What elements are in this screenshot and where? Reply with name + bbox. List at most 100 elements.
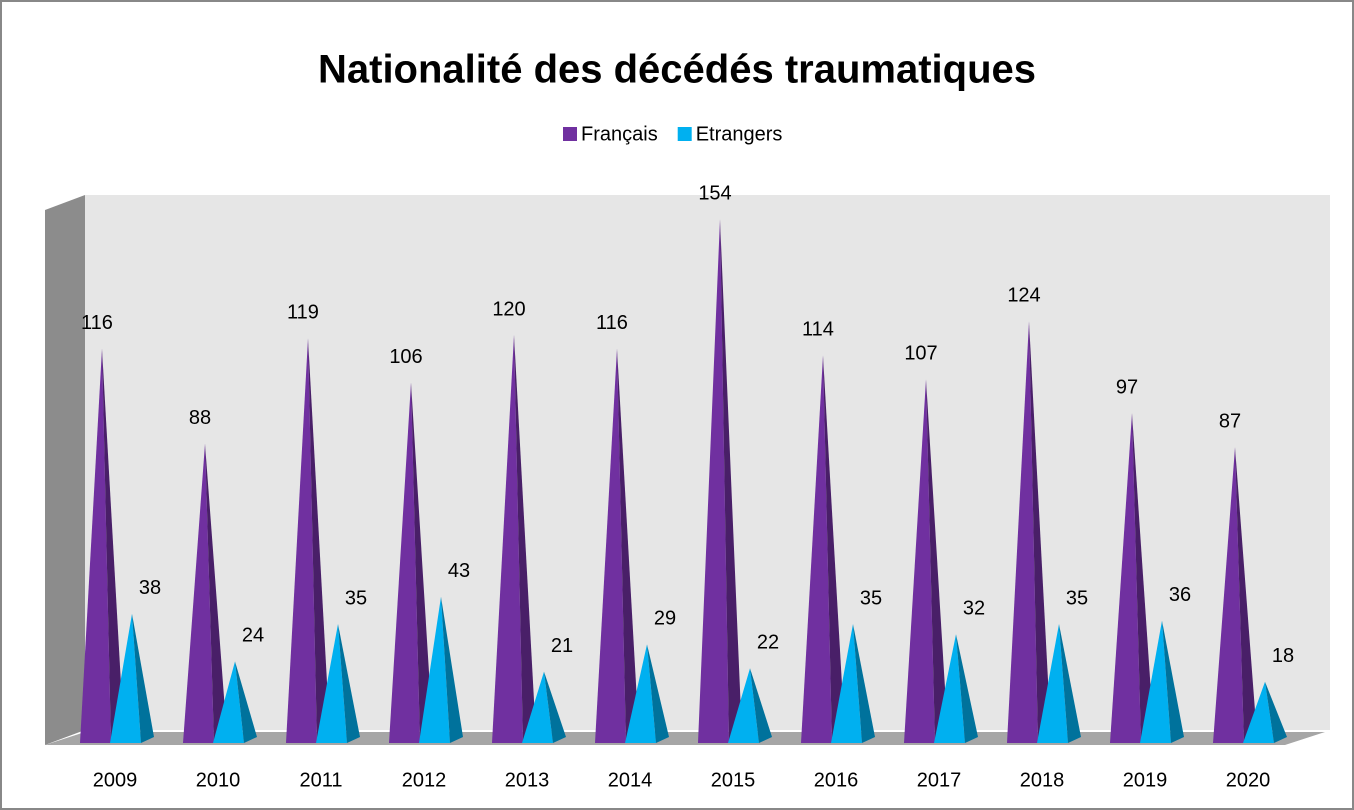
x-tick-label: 2010 <box>196 769 241 791</box>
x-tick-label: 2014 <box>608 769 653 791</box>
pyramid-front <box>492 335 523 743</box>
pyramid-side <box>132 613 154 743</box>
pyramid-front <box>110 613 141 743</box>
data-label: 124 <box>1007 285 1040 307</box>
pyramid-bar <box>316 624 360 743</box>
pyramid-bar <box>1037 624 1081 743</box>
pyramid-front <box>831 624 862 743</box>
pyramid-side <box>205 443 227 743</box>
data-label: 107 <box>904 342 937 364</box>
pyramid-front <box>801 355 832 743</box>
pyramid-front <box>183 443 214 743</box>
legend-swatch <box>563 127 577 141</box>
pyramid-side <box>853 624 875 743</box>
pyramid-front <box>934 634 965 743</box>
data-label: 97 <box>1116 376 1138 398</box>
pyramid-front <box>522 671 553 743</box>
legend-label: Etrangers <box>696 123 783 145</box>
x-tick-label: 2013 <box>505 769 550 791</box>
pyramid-bar <box>801 355 845 743</box>
pyramid-side <box>1265 681 1287 743</box>
data-label: 24 <box>242 625 264 647</box>
pyramid-side <box>441 596 463 743</box>
data-label: 18 <box>1272 645 1294 667</box>
pyramid-front <box>1243 681 1274 743</box>
pyramid-front <box>286 338 317 743</box>
pyramid-side <box>235 661 257 743</box>
pyramid-bar <box>110 613 154 743</box>
pyramid-bar <box>831 624 875 743</box>
pyramid-side <box>308 338 330 743</box>
data-label: 35 <box>860 587 882 609</box>
data-label: 29 <box>654 608 676 630</box>
side-wall <box>45 195 85 745</box>
floor <box>45 732 1325 745</box>
pyramid-side <box>1235 447 1257 743</box>
x-tick-label: 2009 <box>93 769 138 791</box>
plot: 2009 2010 2011 2012 2013 2014 2015 2016 2017 2018… <box>80 183 1294 791</box>
data-label: 22 <box>757 631 779 653</box>
pyramid-side <box>1162 620 1184 743</box>
pyramid-front <box>904 379 935 743</box>
pyramid-bar <box>728 668 772 743</box>
pyramid-side <box>1059 624 1081 743</box>
x-tick-label: 2015 <box>711 769 756 791</box>
legend: Français Etrangers <box>563 123 782 145</box>
pyramid-bar <box>1243 681 1287 743</box>
pyramid-front <box>419 596 450 743</box>
data-label: 114 <box>802 319 834 341</box>
pyramid-front <box>80 348 111 743</box>
data-label: 88 <box>189 407 211 429</box>
pyramid-side <box>102 348 124 743</box>
pyramid-side <box>544 671 566 743</box>
pyramid-side <box>514 335 536 743</box>
pyramid-front <box>1037 624 1068 743</box>
pyramid-side <box>956 634 978 743</box>
data-label: 154 <box>698 183 731 205</box>
pyramid-bar <box>1140 620 1184 743</box>
pyramid-front <box>728 668 759 743</box>
pyramid-front <box>625 644 656 743</box>
pyramid-bar <box>904 379 948 743</box>
data-label: 32 <box>963 597 985 619</box>
pyramid-bar <box>419 596 463 743</box>
pyramid-bar <box>286 338 330 743</box>
pyramid-side <box>617 348 639 743</box>
pyramid-bar <box>698 219 742 743</box>
x-tick-label: 2019 <box>1123 769 1168 791</box>
data-label: 43 <box>448 560 470 582</box>
pyramid-front <box>698 219 729 743</box>
pyramid-front <box>1213 447 1244 743</box>
pyramid-bar <box>183 443 227 743</box>
pyramid-bar <box>934 634 978 743</box>
x-tick-label: 2020 <box>1226 769 1271 791</box>
pyramid-side <box>411 382 433 743</box>
pyramid-bar <box>625 644 669 743</box>
pyramid-side <box>647 644 669 743</box>
pyramid-side <box>720 219 742 743</box>
data-label: 106 <box>389 346 422 368</box>
pyramid-bar <box>1007 321 1051 743</box>
pyramid-bar <box>1110 413 1154 743</box>
pyramid-side <box>1132 413 1154 743</box>
pyramid-bar <box>213 661 257 743</box>
pyramid-bar <box>492 335 536 743</box>
pyramid-bar <box>522 671 566 743</box>
data-label: 36 <box>1169 584 1191 606</box>
pyramid-side <box>1029 321 1051 743</box>
data-label: 38 <box>139 577 161 599</box>
pyramid-side <box>338 624 360 743</box>
pyramid-front <box>1007 321 1038 743</box>
x-tick-label: 2011 <box>299 769 342 791</box>
data-label: 35 <box>1066 587 1088 609</box>
chart-title: Nationalité des décédés traumatiques <box>318 48 1036 92</box>
data-label: 21 <box>551 635 573 657</box>
x-tick-label: 2017 <box>917 769 962 791</box>
pyramid-front <box>316 624 347 743</box>
data-label: 116 <box>81 312 113 334</box>
legend-label: Français <box>581 123 658 145</box>
data-label: 87 <box>1219 410 1241 432</box>
x-tick-label: 2012 <box>402 769 447 791</box>
